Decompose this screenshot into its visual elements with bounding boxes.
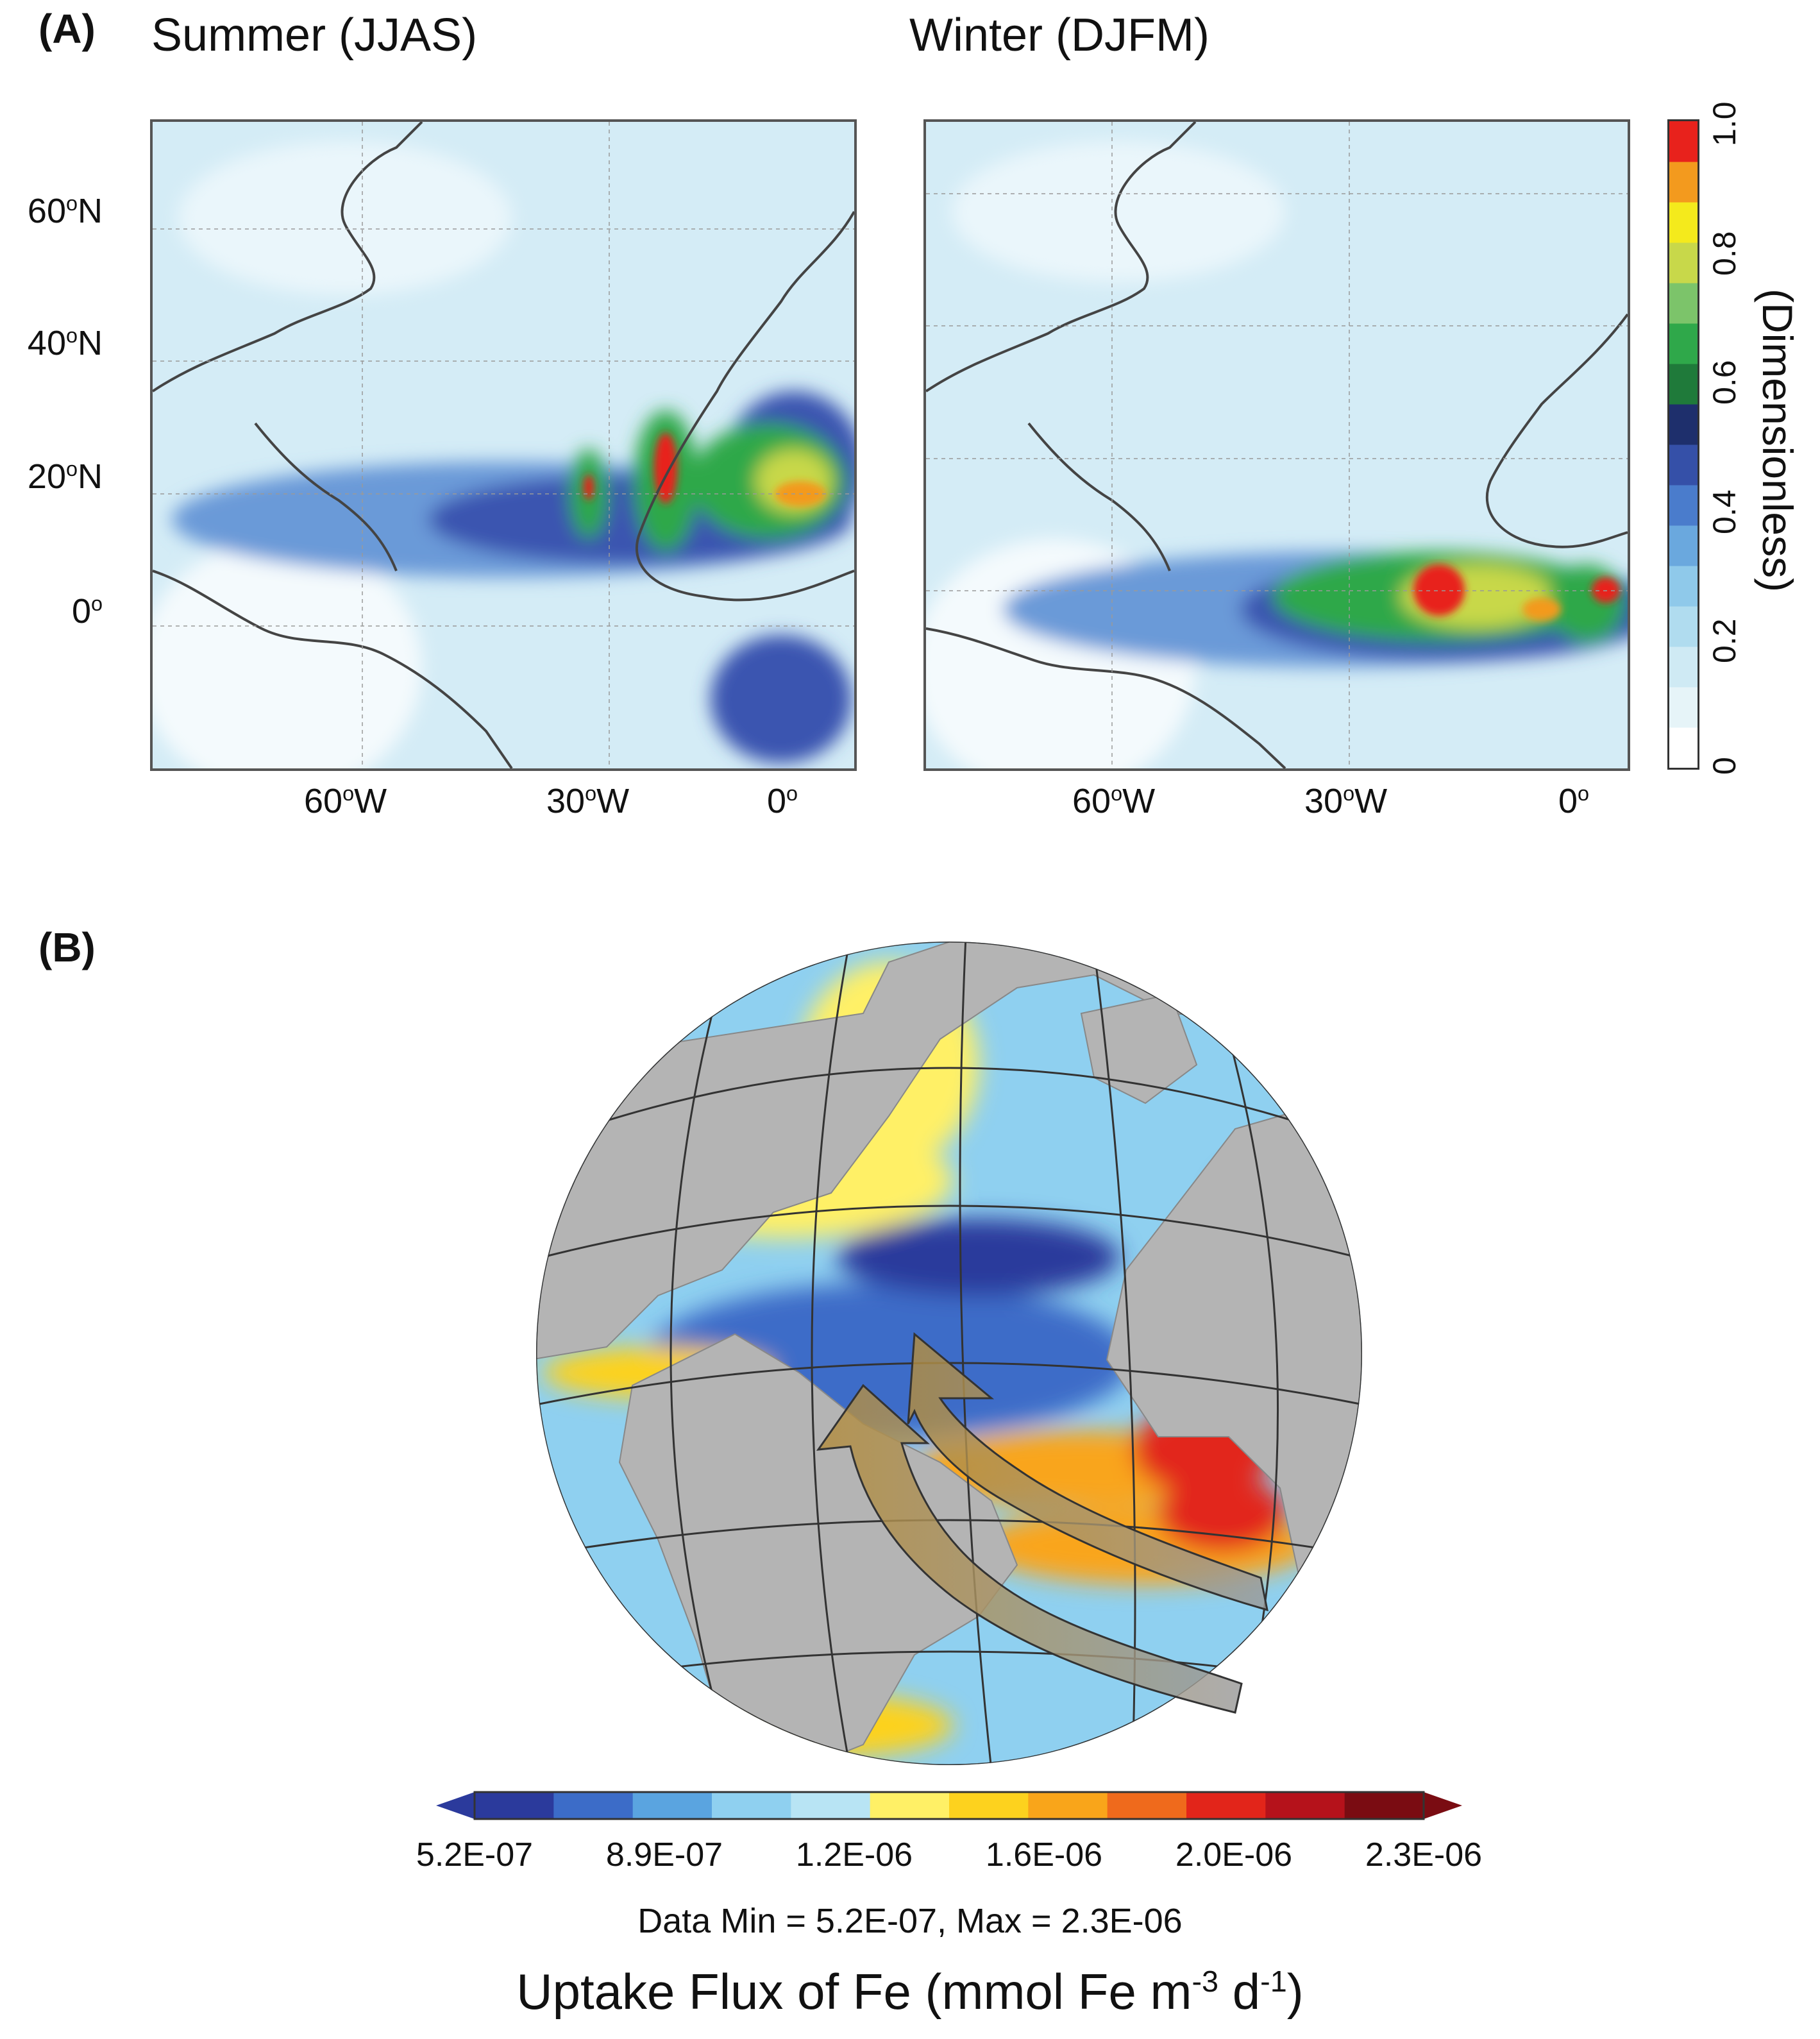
colorbar-b-tick-label: 1.2E-06 [795,1836,913,1874]
winter-lon-tick-0: 0o [1558,782,1590,820]
panel-b-label: (B) [38,924,96,970]
summer-map-title: Summer (JJAS) [151,10,478,61]
summer-lon-tick-60w: 60oW [304,782,387,820]
colorbar-b-swatch [870,1792,950,1819]
colorbar-b-tick-label: 1.6E-06 [985,1836,1103,1874]
colorbar-a-tick-label: 0.4 [1706,489,1742,534]
colorbar-a-tick-label: 0.8 [1706,231,1742,276]
colorbar-a-tick-label: 0.2 [1706,618,1742,664]
panel-a-colorbar-label: (Dimensionless) [1754,289,1801,593]
colorbar-b-tick-label: 2.0E-06 [1175,1836,1293,1874]
colorbar-a-tick-label: 0.6 [1706,360,1742,405]
lat-tick-0: 0o [71,592,103,630]
colorbar-b-swatch [1344,1792,1424,1819]
colorbar-a-swatch [1669,727,1698,768]
colorbar-b-tick-label: 8.9E-07 [605,1836,723,1874]
colorbar-b-tick-label: 5.2E-07 [416,1836,534,1874]
colorbar-a-swatch [1669,323,1698,364]
panel-b-colorbar-ticks: 5.2E-07 8.9E-07 1.2E-06 1.6E-06 2.0E-06 2.3E-… [416,1836,1482,1881]
lat-tick-60n: 60oN [27,192,103,230]
summer-lon-tick-30w: 30oW [546,782,630,820]
colorbar-a-swatch [1669,283,1698,324]
colorbar-b-swatch [1265,1792,1345,1819]
winter-map [923,119,1630,771]
summer-lon-tick-0: 0o [767,782,798,820]
panel-b-colorbar [436,1789,1462,1822]
colorbar-b-swatch [949,1792,1029,1819]
panel-b-colorbar-swatches [436,1791,1462,1820]
colorbar-a-swatch [1669,202,1698,243]
colorbar-a-swatch [1669,606,1698,647]
panel-a-colorbar [1667,119,1699,770]
colorbar-b-min-arrow [436,1792,475,1819]
colorbar-b-swatch [632,1792,712,1819]
colorbar-a-swatch [1669,566,1698,607]
colorbar-b-max-arrow [1424,1792,1462,1819]
colorbar-b-swatch [475,1792,554,1819]
data-range-text: Data Min = 5.2E-07, Max = 2.3E-06 [637,1902,1183,1940]
colorbar-b-swatch [1186,1792,1266,1819]
colorbar-a-tick-label: 0 [1706,757,1742,775]
colorbar-b-swatch [1107,1792,1187,1819]
winter-map-title: Winter (DJFM) [909,10,1209,61]
colorbar-b-swatch [553,1792,634,1819]
colorbar-b-swatch [712,1792,791,1819]
summer-map [150,119,857,771]
colorbar-a-swatch [1669,404,1698,445]
winter-lon-tick-60w: 60oW [1072,782,1156,820]
colorbar-a-tick-label: 1.0 [1706,101,1742,146]
colorbar-a-swatch [1669,647,1698,688]
colorbar-b-frame [473,1791,1425,1820]
panel-b-title: Uptake Flux of Fe (mmol Fe m-3 d-1) [516,1963,1304,2020]
colorbar-a-swatch [1669,364,1698,405]
colorbar-a-swatch [1669,485,1698,526]
colorbar-b-swatch [1028,1792,1108,1819]
globe-map [530,936,1369,1770]
colorbar-b-tick-label: 2.3E-06 [1365,1836,1483,1874]
colorbar-a-swatch [1669,525,1698,566]
colorbar-a-swatch [1669,121,1698,162]
panel-a-label: (A) [38,6,96,52]
panel-a-colorbar-swatches [1669,121,1698,768]
colorbar-a-swatch [1669,687,1698,728]
colorbar-a-swatch [1669,242,1698,283]
lat-tick-40n: 40oN [27,324,103,362]
colorbar-b-swatch [791,1792,871,1819]
winter-lon-tick-30w: 30oW [1304,782,1388,820]
colorbar-a-swatch [1669,162,1698,203]
colorbar-a-swatch [1669,444,1698,486]
lat-tick-20n: 20oN [27,457,103,496]
